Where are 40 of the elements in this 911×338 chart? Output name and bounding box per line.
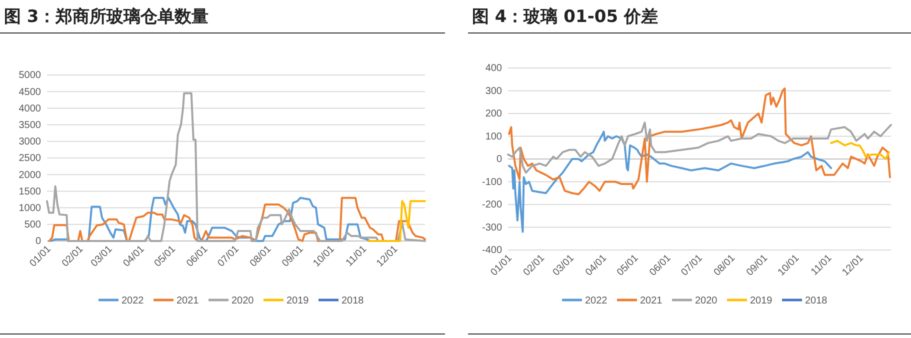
legend-label: 2018: [342, 296, 364, 306]
y-tick-label: 500: [24, 220, 42, 231]
y-tick-label: 200: [485, 108, 502, 120]
y-tick-label: 2500: [18, 153, 42, 164]
chart-title: 图 4：玻璃 01-05 价差: [472, 7, 658, 27]
y-tick-label: 4500: [18, 86, 42, 98]
chart-title: 图 3：郑商所玻璃仓单数量: [4, 7, 209, 27]
y-tick-label: 5000: [18, 70, 42, 82]
y-tick-label: -300: [482, 222, 502, 234]
line-series: [48, 196, 426, 242]
legend-label: 2021: [176, 296, 200, 306]
line-series: [368, 200, 426, 242]
y-tick-label: 400: [485, 63, 502, 74]
y-tick-label: -200: [482, 200, 502, 211]
y-tick-label: 300: [485, 86, 502, 97]
y-tick-label: 0: [35, 236, 42, 248]
legend-label: 2021: [640, 296, 663, 306]
y-tick-label: 100: [485, 131, 502, 142]
y-tick-label: -400: [482, 245, 502, 256]
y-tick-label: 2000: [18, 170, 42, 181]
line-series: [46, 92, 426, 242]
y-tick-label: 3000: [18, 136, 42, 148]
legend-label: 2019: [750, 296, 773, 306]
legend-label: 2019: [286, 296, 310, 306]
line-series: [508, 130, 832, 233]
line-series: [50, 196, 371, 242]
y-tick-label: 1500: [18, 186, 42, 198]
legend-label: 2020: [232, 296, 254, 306]
legend-label: 2022: [122, 296, 144, 306]
line-series: [830, 140, 890, 160]
legend-label: 2020: [695, 296, 718, 306]
y-tick-label: 1000: [18, 203, 42, 214]
legend-label: 2022: [585, 296, 608, 306]
y-tick-label: -100: [482, 176, 502, 188]
y-tick-label: 3500: [18, 120, 42, 131]
y-tick-label: 4000: [18, 103, 42, 114]
legend-label: 2018: [805, 296, 828, 306]
line-series: [508, 87, 891, 196]
y-tick-label: 0: [496, 154, 502, 166]
line-series: [507, 122, 892, 174]
